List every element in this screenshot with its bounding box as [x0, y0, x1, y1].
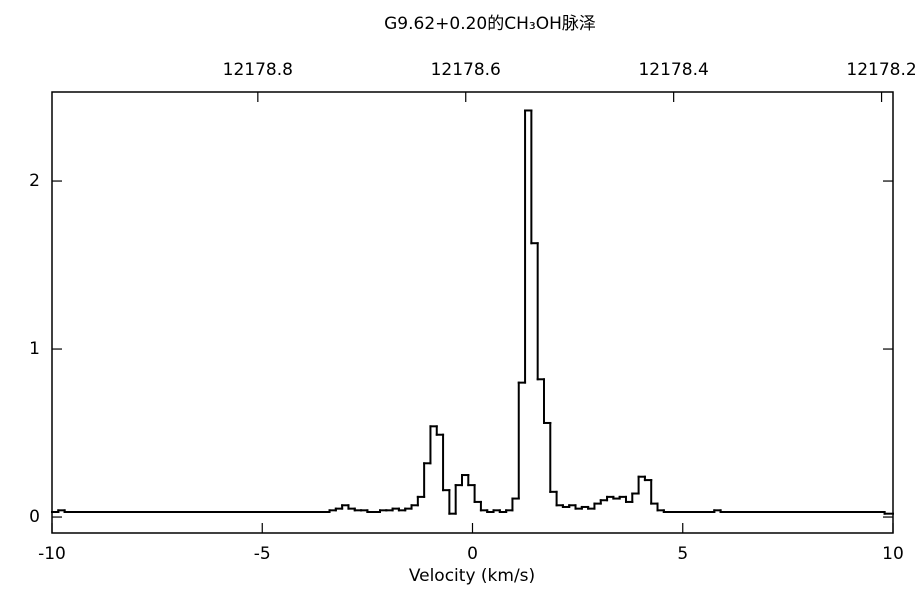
- x-tick-label: 10: [882, 544, 904, 564]
- x2-tick-label: 12178.6: [431, 60, 501, 80]
- y-tick-label: 2: [29, 171, 40, 191]
- x2-tick-label: 12178.4: [638, 60, 708, 80]
- plot-frame: [51, 91, 894, 534]
- x-axis-label: Velocity (km/s): [409, 566, 535, 586]
- y-tick-label: 0: [29, 507, 40, 527]
- x-tick-label: -10: [38, 544, 66, 564]
- chart-title: G9.62+0.20的CH₃OH脉泽: [384, 14, 596, 34]
- x2-tick-label: 12178.2: [846, 60, 916, 80]
- x-tick-label: 5: [677, 544, 688, 564]
- x-tick-label: -5: [254, 544, 271, 564]
- x-tick-label: 0: [467, 544, 478, 564]
- y-tick-label: 1: [29, 339, 40, 359]
- x2-tick-label: 12178.8: [223, 60, 293, 80]
